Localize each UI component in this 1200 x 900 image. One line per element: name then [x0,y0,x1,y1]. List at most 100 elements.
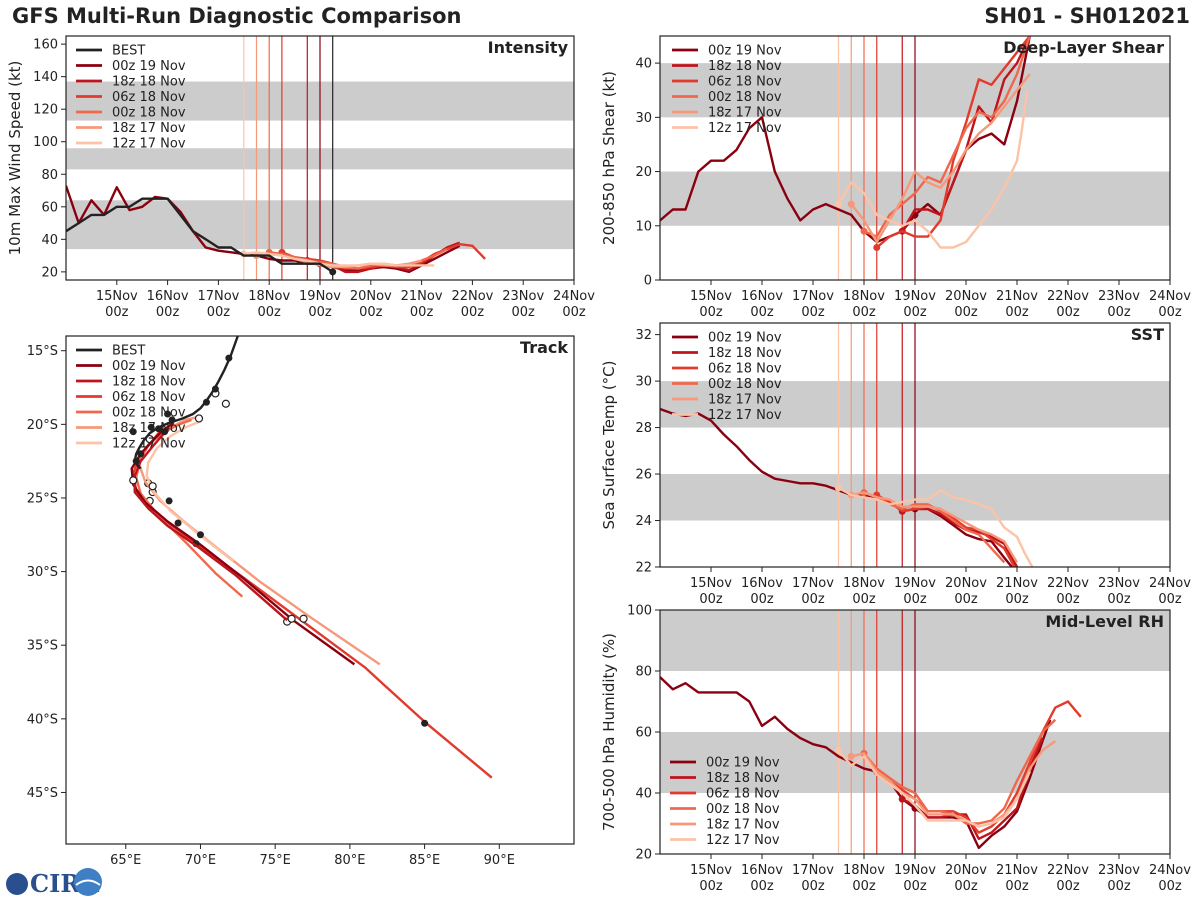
shear-xtick-label-5-1: 00z [954,305,978,320]
sst-xtick-label-3-1: 00z [852,592,876,607]
intensity-legend-label-0: BEST [112,44,145,59]
intensity-ytick-label-3: 80 [41,168,58,183]
sst-xtick-label-9-1: 00z [1158,592,1182,607]
track-line-best [133,336,239,470]
shear-line-18z-17-nov [850,73,1031,244]
intensity-xtick-label-4-1: 00z [308,305,332,320]
shear-ytick-label-3: 30 [635,111,652,126]
shear-legend-label-1: 18z 18 Nov [708,59,782,74]
intensity-xtick-label-7-0: 22Nov [451,289,493,304]
shear-xtick-label-1-0: 16Nov [741,289,783,304]
shear-panel: 01020304015Nov00z16Nov00z17Nov00z18Nov00… [600,35,1191,320]
sst-legend-label-1: 18z 18 Nov [708,346,782,361]
shear-xtick-label-6-0: 21Nov [996,289,1038,304]
rh-xtick-label-1-1: 00z [750,879,774,894]
track-title: Track [520,338,568,357]
intensity-legend-label-2: 18z 18 Nov [112,75,186,90]
track-legend-label-2: 18z 18 Nov [112,375,186,390]
sst-xtick-label-8-1: 00z [1107,592,1131,607]
shear-legend-label-3: 00z 18 Nov [708,90,782,105]
intensity-ytick-label-5: 120 [33,103,58,118]
sst-xtick-label-4-1: 00z [903,592,927,607]
intensity-xtick-label-3-1: 00z [258,305,282,320]
intensity-xtick-label-4-0: 19Nov [299,289,341,304]
track-xtick-label-2-0: 75°E [260,853,291,868]
shear-xtick-label-0-0: 15Nov [690,289,732,304]
track-solid-point-6-2 [202,398,210,406]
rh-ytick-label-2: 60 [635,726,652,741]
sst-xtick-label-1-0: 16Nov [741,576,783,591]
shear-marker-3 [860,227,868,235]
sst-xtick-label-8-0: 23Nov [1098,576,1140,591]
rh-legend-label-1: 18z 18 Nov [706,771,780,786]
cira-logo-wave-icon [75,879,101,886]
track-solid-point-6-5 [137,450,145,458]
shear-line-12z-17-nov [837,90,1029,249]
sst-line-12z-17-nov [837,486,1034,567]
track-solid-point-5-0 [165,497,173,505]
sst-xtick-label-9-0: 24Nov [1149,576,1191,591]
sst-xtick-label-7-0: 22Nov [1047,576,1089,591]
track-solid-point-6-6 [132,457,140,465]
track-solid-point-0-0 [421,719,429,727]
intensity-xtick-label-8-1: 00z [512,305,536,320]
track-ytick-label-5: 40°S [27,712,58,727]
track-line-18z-18-nov [133,426,288,622]
sst-ylabel: Sea Surface Temp (°C) [600,360,618,529]
rh-line-00z-19-nov [660,676,1052,850]
shear-xtick-label-4-1: 00z [903,305,927,320]
rh-xtick-label-0-0: 15Nov [690,863,732,878]
rh-xtick-label-6-1: 00z [1005,879,1029,894]
sst-xtick-label-7-1: 00z [1056,592,1080,607]
rh-line-00z-18-nov [863,718,1057,825]
track-legend-label-1: 00z 19 Nov [112,359,186,374]
rh-xtick-label-3-0: 18Nov [843,863,885,878]
track-legend-label-0: BEST [112,344,145,359]
track-line-18z-17-nov [137,415,381,666]
sst-ytick-label-2: 26 [635,468,652,483]
track-line-00z-18-nov [134,418,244,598]
track-xtick-label-5-0: 90°E [484,853,515,868]
shear-xtick-label-2-0: 17Nov [792,289,834,304]
intensity-panel: 2040608010012014016015Nov00z16Nov00z17No… [6,35,595,320]
shear-legend-label-2: 06z 18 Nov [708,75,782,90]
intensity-xtick-label-7-1: 00z [461,305,485,320]
rh-xtick-label-6-0: 21Nov [996,863,1038,878]
intensity-xtick-label-0-1: 00z [105,305,129,320]
track-open-point-5-0 [287,614,296,623]
shear-title: Deep-Layer Shear [1003,38,1164,57]
track-ytick-label-0: 15°S [27,344,58,359]
track-open-point-3-1 [148,482,157,491]
shear-legend-label-0: 00z 19 Nov [708,44,782,59]
intensity-xtick-label-3-0: 18Nov [248,289,290,304]
shear-xtick-label-2-1: 00z [801,305,825,320]
rh-xtick-label-7-0: 22Nov [1047,863,1089,878]
intensity-title: Intensity [488,38,569,57]
sst-legend-label-4: 18z 17 Nov [708,393,782,408]
track-xtick-label-1-0: 70°E [185,853,216,868]
sst-series-group [660,407,1034,567]
intensity-xtick-label-5-0: 20Nov [350,289,392,304]
shear-line-00z-18-nov [863,36,1031,238]
shear-xtick-label-1-1: 00z [750,305,774,320]
rh-xtick-label-8-1: 00z [1107,879,1131,894]
rh-ytick-label-4: 100 [627,604,652,619]
shear-series-group [660,36,1031,251]
rh-legend-label-3: 00z 18 Nov [706,802,780,817]
intensity-legend-label-4: 00z 18 Nov [112,106,186,121]
track-ytick-label-1: 20°S [27,418,58,433]
intensity-xtick-label-9-0: 24Nov [553,289,595,304]
sst-xtick-label-2-1: 00z [801,592,825,607]
rh-xtick-label-1-0: 16Nov [741,863,783,878]
sst-title: SST [1131,325,1164,344]
rh-legend-label-2: 06z 18 Nov [706,787,780,802]
track-solid-point-6-10 [164,410,172,418]
track-solid-point-5-1 [174,519,182,527]
sst-legend-label-3: 00z 18 Nov [708,377,782,392]
track-solid-point-6-9 [147,423,155,431]
rh-xtick-label-0-1: 00z [699,879,723,894]
intensity-xtick-label-6-1: 00z [410,305,434,320]
shear-xtick-label-0-1: 00z [699,305,723,320]
rh-xtick-label-5-1: 00z [954,879,978,894]
track-series-group [129,336,493,779]
